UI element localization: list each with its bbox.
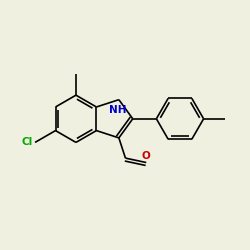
Text: NH: NH <box>109 105 126 115</box>
Text: Cl: Cl <box>22 138 33 147</box>
Text: O: O <box>142 151 150 161</box>
